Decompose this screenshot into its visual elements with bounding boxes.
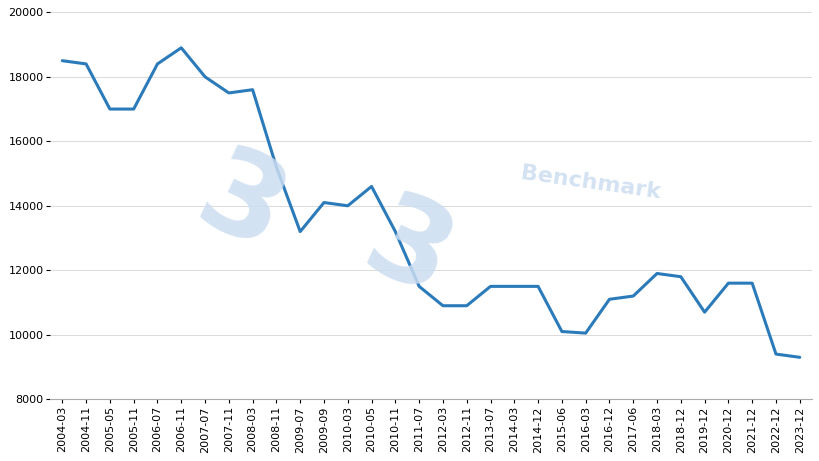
Text: Benchmark: Benchmark xyxy=(519,163,662,202)
Text: 3: 3 xyxy=(179,136,302,275)
Text: 3: 3 xyxy=(346,183,469,322)
